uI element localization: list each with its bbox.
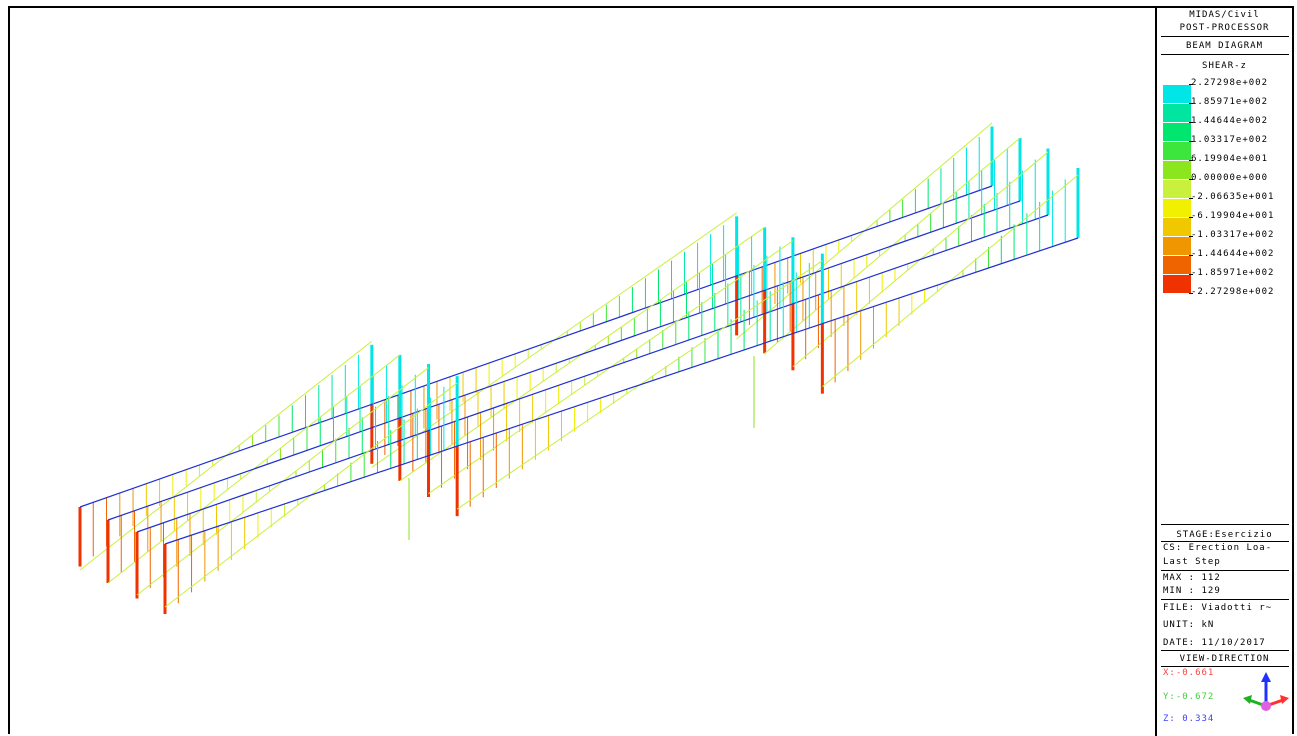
- legend-tick: [1189, 236, 1193, 237]
- legend-tick: [1189, 217, 1193, 218]
- legend-tick: [1189, 103, 1193, 104]
- legend-swatch: [1163, 218, 1191, 236]
- legend-value: -1.03317e+002: [1191, 230, 1275, 240]
- model-viewport[interactable]: [10, 8, 1155, 736]
- max-element: MAX : 112: [1163, 573, 1221, 583]
- legend-value: -6.19904e+001: [1191, 211, 1275, 221]
- legend-value: -2.27298e+002: [1191, 287, 1275, 297]
- module-name: POST-PROCESSOR: [1179, 23, 1270, 33]
- legend-swatch: [1163, 104, 1191, 122]
- girder-axis: [136, 214, 1049, 533]
- girder-axis: [107, 200, 1021, 521]
- divider: [1161, 524, 1289, 525]
- legend-swatch: [1163, 256, 1191, 274]
- min-element: MIN : 129: [1163, 586, 1221, 596]
- midas-window-frame: MIDAS/Civil POST-PROCESSOR BEAM DIAGRAM …: [8, 6, 1294, 736]
- legend-tick: [1189, 274, 1193, 275]
- divider: [1161, 650, 1289, 651]
- legend-swatch: [1163, 180, 1191, 198]
- legend-swatch: [1163, 142, 1191, 160]
- legend-value: -2.06635e+001: [1191, 192, 1275, 202]
- legend-tick: [1189, 122, 1193, 123]
- diagram-type: BEAM DIAGRAM: [1185, 41, 1264, 51]
- legend-tick: [1189, 160, 1193, 161]
- legend-swatch: [1163, 237, 1191, 255]
- legend-tick: [1189, 293, 1193, 294]
- stage-label: STAGE:Esercizio: [1176, 530, 1273, 540]
- view-z-component: Z: 0.334: [1163, 714, 1215, 724]
- legend-value: -1.85971e+002: [1191, 268, 1275, 278]
- legend-value: 6.19904e+001: [1191, 154, 1269, 164]
- legend-swatch: [1163, 275, 1191, 293]
- view-y-component: Y:-0.672: [1163, 692, 1215, 702]
- legend-value: 1.85971e+002: [1191, 97, 1269, 107]
- view-x-component: X:-0.661: [1163, 668, 1215, 678]
- legend-value: -1.44644e+002: [1191, 249, 1275, 259]
- legend-swatch: [1163, 199, 1191, 217]
- girder-axis: [164, 237, 1079, 545]
- legend-swatch: [1163, 123, 1191, 141]
- construction-stage: CS: Erection Loa-: [1163, 543, 1273, 553]
- legend-tick: [1189, 84, 1193, 85]
- result-component: SHEAR-z: [1202, 61, 1247, 71]
- view-direction-title: VIEW-DIRECTION: [1179, 654, 1270, 664]
- divider: [1161, 541, 1289, 542]
- product-name: MIDAS/Civil: [1189, 10, 1260, 20]
- divider: [1161, 599, 1289, 600]
- legend-panel: MIDAS/Civil POST-PROCESSOR BEAM DIAGRAM …: [1155, 8, 1292, 736]
- legend-tick: [1189, 255, 1193, 256]
- legend-value: 0.00000e+000: [1191, 173, 1269, 183]
- legend-tick: [1189, 141, 1193, 142]
- legend-tick: [1189, 179, 1193, 180]
- divider: [1161, 570, 1289, 571]
- axis-triad-icon: [1243, 672, 1289, 711]
- construction-step: Last Step: [1163, 557, 1221, 567]
- legend-swatch: [1163, 161, 1191, 179]
- girder-axis: [79, 185, 993, 508]
- beam-shear-diagram: [78, 122, 1080, 614]
- legend-value: 2.27298e+002: [1191, 78, 1269, 88]
- legend-value: 1.03317e+002: [1191, 135, 1269, 145]
- legend-value: 1.44644e+002: [1191, 116, 1269, 126]
- file-name: FILE: Viadotti r~: [1163, 603, 1273, 613]
- unit-label: UNIT: kN: [1163, 620, 1215, 630]
- date-label: DATE: 11/10/2017: [1163, 638, 1266, 648]
- legend-tick: [1189, 198, 1193, 199]
- legend-swatch: [1163, 85, 1191, 103]
- divider: [1161, 666, 1289, 667]
- divider: [1161, 54, 1289, 55]
- divider: [1161, 36, 1289, 37]
